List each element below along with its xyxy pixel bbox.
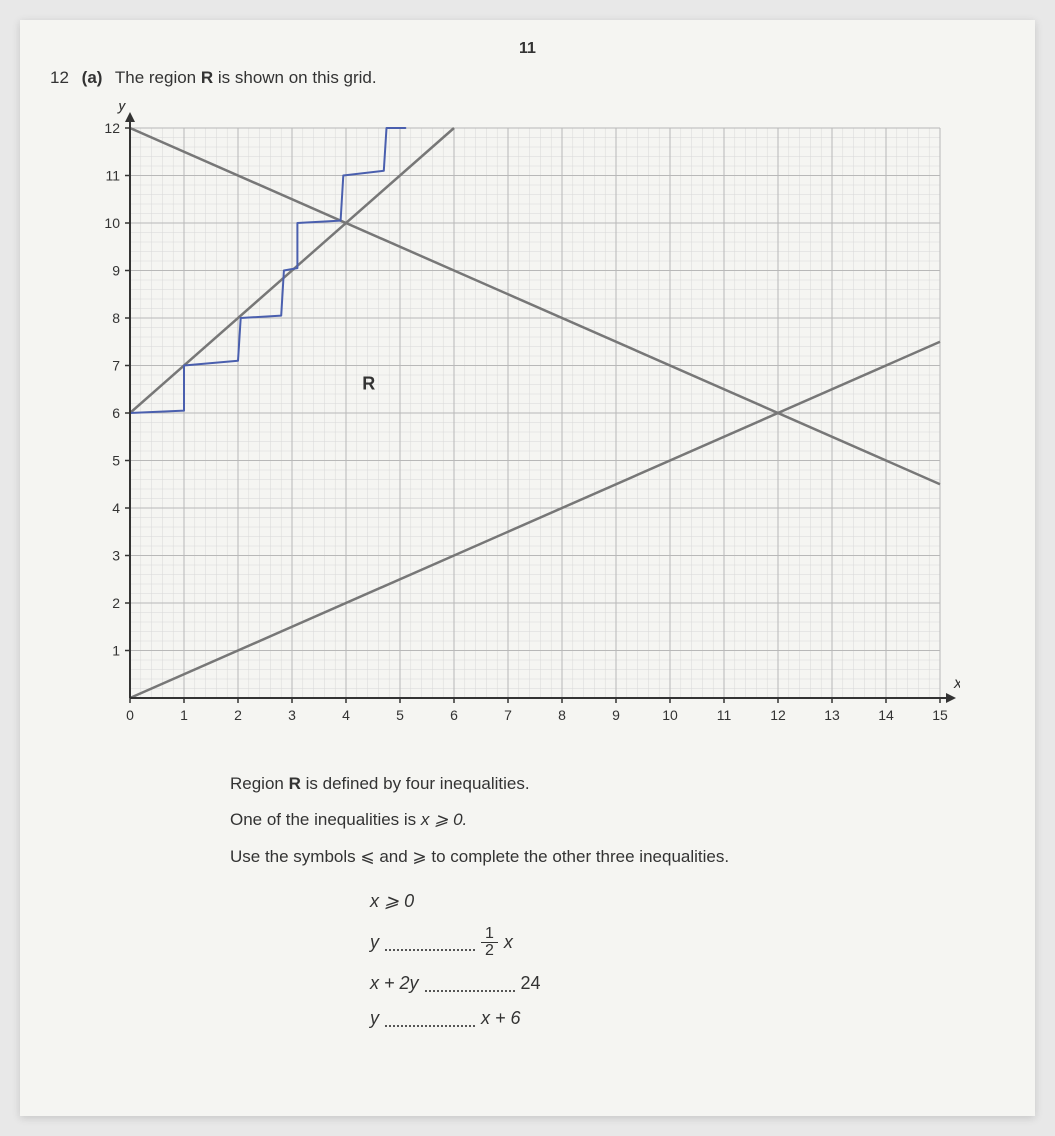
svg-text:5: 5	[396, 707, 404, 723]
svg-text:1: 1	[180, 707, 188, 723]
question-number: 12	[50, 68, 69, 87]
svg-text:6: 6	[112, 405, 120, 421]
worksheet-page: 11 12 (a) The region R is shown on this …	[20, 20, 1035, 1116]
grid-chart: 0123456789101112131415123456789101112xyR	[80, 103, 960, 743]
chart-container: 0123456789101112131415123456789101112xyR	[80, 103, 1005, 748]
svg-text:10: 10	[662, 707, 678, 723]
given-inequality: x ⩾ 0	[370, 891, 1005, 912]
svg-text:8: 8	[558, 707, 566, 723]
fraction-half: 1 2	[481, 926, 498, 959]
svg-text:13: 13	[824, 707, 840, 723]
svg-text:11: 11	[105, 168, 120, 184]
svg-text:1: 1	[112, 643, 120, 659]
svg-text:R: R	[362, 373, 375, 393]
instruction-block: Region R is defined by four inequalities…	[230, 768, 1005, 873]
instruction-line-2: One of the inequalities is x ⩾ 0.	[230, 804, 1005, 836]
answer-line-2: x + 2y 24	[370, 973, 1005, 994]
svg-text:12: 12	[104, 120, 120, 136]
svg-text:9: 9	[612, 707, 620, 723]
svg-text:y: y	[117, 103, 127, 114]
blank-1[interactable]	[385, 933, 475, 951]
prompt-prefix: The region	[115, 68, 201, 87]
svg-text:8: 8	[112, 310, 120, 326]
question-header: 12 (a) The region R is shown on this gri…	[50, 68, 1005, 88]
svg-text:x: x	[953, 675, 960, 692]
answer-line-1: y 1 2 x	[370, 926, 1005, 959]
svg-text:2: 2	[112, 595, 120, 611]
svg-text:4: 4	[112, 500, 120, 516]
instruction-line-1: Region R is defined by four inequalities…	[230, 768, 1005, 800]
svg-text:5: 5	[112, 453, 120, 469]
svg-text:7: 7	[112, 358, 120, 374]
blank-3[interactable]	[385, 1009, 475, 1027]
svg-text:15: 15	[932, 707, 948, 723]
question-part: (a)	[82, 68, 103, 87]
svg-text:6: 6	[450, 707, 458, 723]
svg-text:3: 3	[112, 548, 120, 564]
svg-text:3: 3	[288, 707, 296, 723]
svg-text:14: 14	[878, 707, 894, 723]
page-number: 11	[50, 40, 1005, 58]
answer-line-3: y x + 6	[370, 1008, 1005, 1029]
instruction-line-3: Use the symbols ⩽ and ⩾ to complete the …	[230, 841, 1005, 873]
svg-text:10: 10	[104, 215, 120, 231]
svg-text:2: 2	[234, 707, 242, 723]
svg-text:7: 7	[504, 707, 512, 723]
answer-block: x ⩾ 0 y 1 2 x x + 2y 24 y x + 6	[370, 891, 1005, 1029]
svg-text:9: 9	[112, 263, 120, 279]
prompt-suffix: is shown on this grid.	[213, 68, 376, 87]
blank-2[interactable]	[425, 974, 515, 992]
svg-text:11: 11	[717, 707, 732, 723]
svg-text:0: 0	[126, 707, 134, 723]
svg-text:4: 4	[342, 707, 350, 723]
region-letter: R	[201, 68, 213, 87]
svg-text:12: 12	[770, 707, 786, 723]
